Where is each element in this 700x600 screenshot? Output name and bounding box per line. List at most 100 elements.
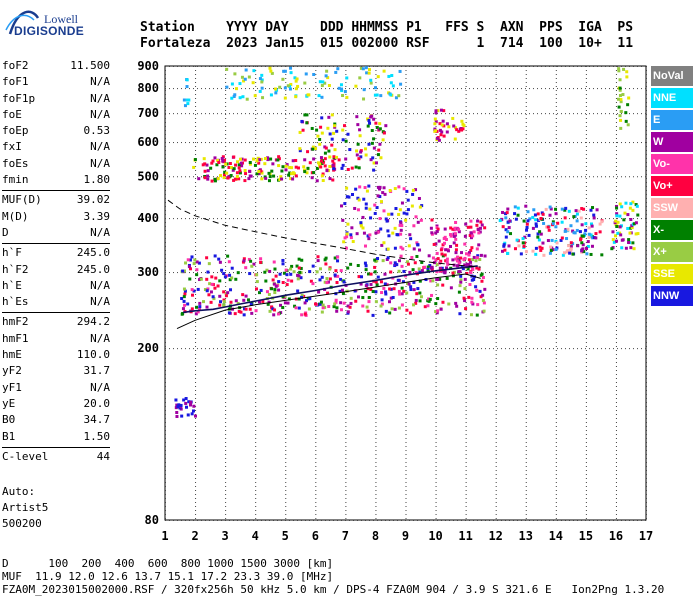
grid-dot xyxy=(293,348,294,350)
grid-dot xyxy=(529,113,530,115)
grid-dot xyxy=(173,348,174,350)
param-value: 34.7 xyxy=(83,413,111,427)
grid-dot xyxy=(195,150,197,151)
grid-dot xyxy=(165,410,166,411)
echo-point xyxy=(564,228,568,232)
grid-dot xyxy=(495,154,497,155)
grid-dot xyxy=(257,176,258,178)
grid-dot xyxy=(615,334,617,335)
echo-point xyxy=(274,284,278,288)
grid-dot xyxy=(637,142,638,144)
echo-point xyxy=(430,231,434,235)
param-name: hmE xyxy=(2,348,22,362)
grid-dot xyxy=(205,520,206,521)
grid-dot xyxy=(555,442,557,443)
grid-dot xyxy=(225,222,227,223)
grid-dot xyxy=(405,166,407,167)
echo-point xyxy=(339,269,343,273)
grid-dot xyxy=(613,66,614,67)
grid-dot xyxy=(177,272,178,274)
echo-point xyxy=(458,312,462,316)
grid-dot xyxy=(345,186,347,187)
echo-point xyxy=(462,296,466,300)
grid-dot xyxy=(375,266,377,267)
grid-dot xyxy=(495,266,497,267)
grid-dot xyxy=(641,88,642,90)
grid-dot xyxy=(521,66,522,67)
grid-dot xyxy=(225,262,227,263)
grid-dot xyxy=(165,426,166,427)
echo-point xyxy=(210,179,214,183)
grid-dot xyxy=(377,142,378,144)
param-value: 1.50 xyxy=(83,429,111,443)
param-row: foF2 11.500 xyxy=(2,58,110,74)
grid-dot xyxy=(555,118,557,119)
echo-point xyxy=(468,283,472,287)
grid-dot xyxy=(375,518,377,519)
grid-dot xyxy=(495,358,497,359)
param-value: N/A xyxy=(90,140,110,154)
grid-dot xyxy=(495,254,497,255)
echo-point xyxy=(415,241,419,245)
grid-dot xyxy=(345,482,347,483)
grid-dot xyxy=(225,334,227,335)
grid-dot xyxy=(495,90,497,91)
grid-dot xyxy=(495,326,497,327)
echo-point xyxy=(373,93,377,97)
grid-dot xyxy=(273,348,274,350)
grid-dot xyxy=(255,122,257,123)
echo-point xyxy=(296,84,300,88)
grid-dot xyxy=(333,272,334,274)
grid-dot xyxy=(195,350,197,351)
grid-dot xyxy=(465,162,467,163)
grid-dot xyxy=(441,66,442,67)
grid-dot xyxy=(181,272,182,274)
grid-dot xyxy=(165,494,166,495)
grid-dot xyxy=(435,266,437,267)
echo-point xyxy=(378,142,382,146)
echo-point xyxy=(624,111,628,115)
param-row: yF1 N/A xyxy=(2,380,110,396)
grid-dot xyxy=(453,218,454,220)
echo-point xyxy=(310,171,314,175)
echo-point xyxy=(238,169,242,173)
grid-dot xyxy=(505,66,506,67)
y-tick-label: 300 xyxy=(137,265,159,279)
echo-point xyxy=(233,93,237,97)
grid-dot xyxy=(195,258,197,259)
grid-dot xyxy=(501,88,502,90)
grid-dot xyxy=(465,202,467,203)
param-value: 44 xyxy=(96,449,110,463)
grid-dot xyxy=(345,74,347,75)
header-values: Fortaleza 2023 Jan15 015 002000 RSF 1 71… xyxy=(140,36,634,51)
grid-dot xyxy=(165,474,166,475)
grid-dot xyxy=(375,226,377,227)
echo-point xyxy=(429,226,433,230)
grid-dot xyxy=(435,498,437,499)
echo-point xyxy=(265,268,269,272)
grid-dot xyxy=(585,446,587,447)
grid-dot xyxy=(435,402,437,403)
echo-point xyxy=(463,287,467,291)
echo-point xyxy=(542,221,546,225)
grid-dot xyxy=(255,350,257,351)
grid-dot xyxy=(165,226,166,227)
grid-dot xyxy=(241,218,242,220)
grid-dot xyxy=(433,520,434,521)
grid-dot xyxy=(525,88,526,90)
grid-dot xyxy=(646,434,647,435)
grid-dot xyxy=(435,302,437,303)
grid-dot xyxy=(345,430,347,431)
grid-dot xyxy=(165,306,166,307)
echo-point xyxy=(446,248,450,252)
echo-point xyxy=(364,147,368,151)
grid-dot xyxy=(481,113,482,115)
echo-point xyxy=(569,247,573,251)
grid-dot xyxy=(257,88,258,90)
grid-dot xyxy=(293,142,294,144)
grid-dot xyxy=(237,520,238,521)
grid-dot xyxy=(345,142,347,143)
grid-dot xyxy=(405,250,407,251)
grid-dot xyxy=(345,130,347,131)
grid-dot xyxy=(569,348,570,350)
